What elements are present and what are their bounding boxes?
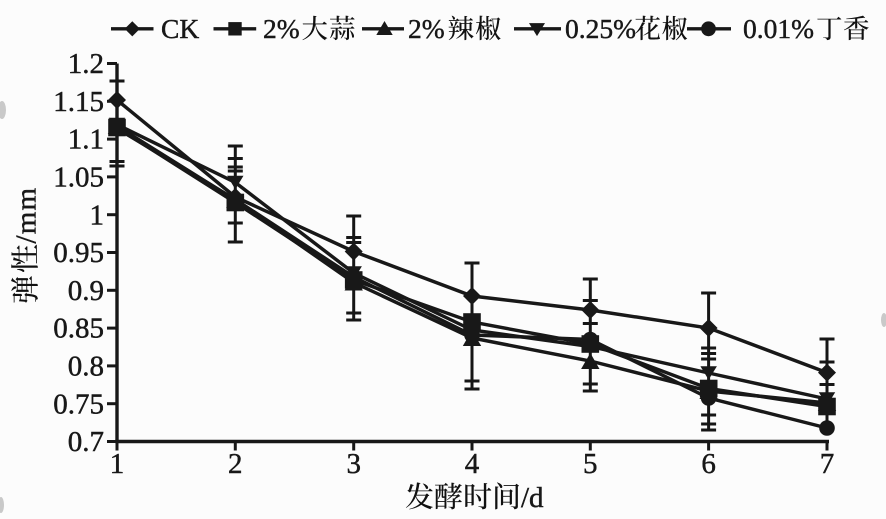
svg-text:0.8: 0.8 bbox=[68, 351, 104, 383]
svg-text:0.01%: 0.01% bbox=[743, 13, 814, 44]
svg-text:/d: /d bbox=[521, 482, 544, 514]
svg-text:0.9: 0.9 bbox=[68, 275, 104, 307]
svg-text:2%: 2% bbox=[263, 13, 300, 44]
svg-text:0.75: 0.75 bbox=[53, 388, 104, 420]
svg-text:1.2: 1.2 bbox=[68, 48, 104, 80]
svg-text:5: 5 bbox=[583, 448, 598, 480]
svg-text:1.1: 1.1 bbox=[68, 124, 104, 156]
svg-text:7: 7 bbox=[820, 448, 835, 480]
svg-text:3: 3 bbox=[346, 448, 361, 480]
svg-text:1.05: 1.05 bbox=[53, 162, 104, 194]
svg-text:/mm: /mm bbox=[11, 187, 43, 244]
svg-text:0.25%: 0.25% bbox=[565, 13, 636, 44]
svg-text:2: 2 bbox=[228, 448, 243, 480]
svg-text:1.15: 1.15 bbox=[53, 86, 104, 118]
svg-text:0.95: 0.95 bbox=[53, 237, 104, 269]
svg-text:6: 6 bbox=[701, 448, 716, 480]
svg-text:1: 1 bbox=[110, 448, 125, 480]
svg-text:4: 4 bbox=[465, 448, 480, 480]
svg-text:CK: CK bbox=[161, 13, 199, 44]
svg-text:1: 1 bbox=[90, 199, 105, 231]
svg-text:0.85: 0.85 bbox=[53, 313, 104, 345]
svg-text:0.7: 0.7 bbox=[68, 426, 104, 458]
svg-text:2%: 2% bbox=[408, 13, 445, 44]
